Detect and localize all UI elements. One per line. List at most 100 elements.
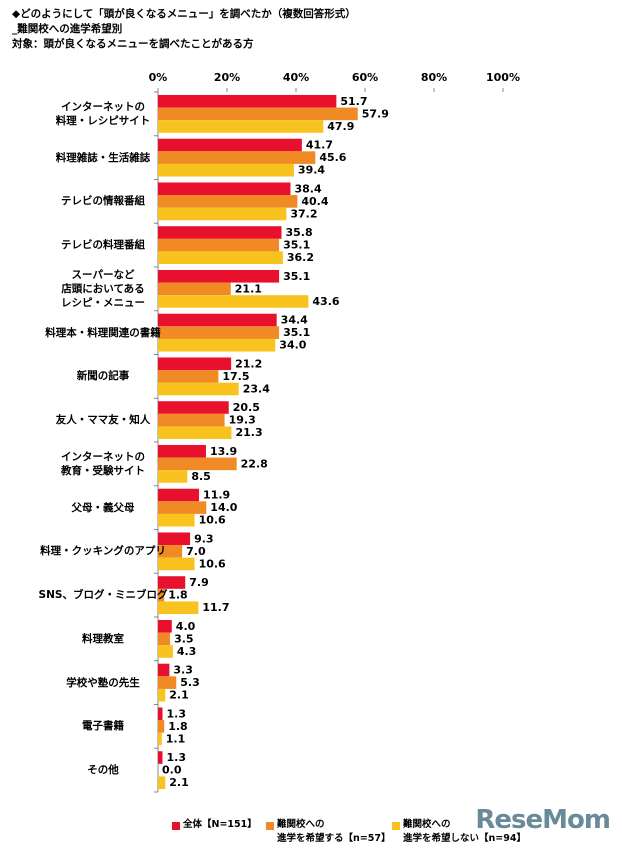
y-tick-label: テレビの料理番組 [61,239,145,252]
bar [158,401,229,414]
bar [158,444,206,458]
value-label: 34.4 [281,314,308,327]
bar [158,688,166,702]
chart-target: 対象：頭が良くなるメニューを調べたことがある方 [12,38,254,50]
bar [158,269,280,283]
bar [158,576,186,589]
value-label: 35.1 [283,270,310,283]
bar [158,326,280,339]
y-tick-label: インターネットの 教育・受験サイト [61,450,145,477]
bar [158,707,163,721]
value-label: 10.6 [199,514,226,527]
chart-subtitle: _難関校への進学希望別 [12,23,123,35]
y-tick-label: テレビの情報番組 [61,195,145,208]
y-tick-label: 電子書籍 [82,720,124,733]
value-label: 47.9 [327,120,354,133]
bar [158,226,282,239]
legend-swatch [172,822,180,830]
value-label: 36.2 [287,251,314,264]
bar [158,645,173,658]
bar [158,619,172,633]
value-label: 1.8 [168,589,188,602]
bar [158,776,166,790]
value-label: 21.3 [235,426,262,439]
bar [158,195,298,208]
y-tick-label: SNS、ブログ・ミニブログ [38,589,168,602]
bar [158,338,276,352]
bar [158,282,231,296]
y-tick-label: 新聞の記事 [76,370,130,383]
bar [158,588,165,602]
y-tick-label: 学校や塾の先生 [66,676,140,689]
value-label: 23.4 [243,382,270,395]
legend-swatch [392,822,400,830]
bar [158,151,316,164]
value-label: 19.3 [229,414,256,427]
value-label: 40.4 [301,195,328,208]
value-label: 11.7 [202,601,229,614]
value-label: 4.0 [176,620,196,633]
value-label: 3.5 [174,632,194,645]
value-label: 51.7 [340,95,367,108]
y-tick-label: 父母・義父母 [71,501,135,514]
bar [158,751,163,764]
value-label: 1.1 [166,732,186,745]
value-label: 35.1 [283,326,310,339]
value-label: 43.6 [312,295,339,308]
value-label: 37.2 [290,207,317,220]
value-label: 8.5 [191,470,211,483]
bar [158,251,283,265]
y-tick-label: その他 [87,764,119,777]
value-label: 2.1 [169,776,189,789]
value-label: 10.6 [199,557,226,570]
value-label: 35.8 [286,226,313,239]
watermark: ReseMom [475,805,611,835]
x-tick-label: 100% [486,71,520,84]
bar [158,313,277,327]
bar [158,120,324,133]
bar [158,382,239,396]
bar [158,107,358,121]
bar [158,163,294,177]
y-tick-label: 料理教室 [82,632,124,645]
value-label: 20.5 [233,401,260,414]
bar [158,94,337,108]
bar [158,426,232,440]
value-label: 13.9 [210,445,237,458]
value-label: 1.3 [166,751,186,764]
bar [158,413,225,427]
value-label: 7.9 [189,576,209,589]
value-label: 21.1 [235,282,262,295]
x-tick-label: 40% [283,71,309,84]
legend-swatch [266,822,274,830]
y-tick-label: 料理本・料理関連の書籍 [45,326,161,339]
value-label: 34.0 [279,339,306,352]
bar [158,545,183,558]
bar [158,238,280,252]
bar [158,357,232,371]
bar [158,532,191,546]
bar [158,138,302,152]
value-label: 4.3 [177,645,197,658]
value-label: 39.4 [298,164,325,177]
value-label: 1.8 [168,720,188,733]
legend-label: 難関校への 進学を希望する【n=57】 [277,819,391,844]
y-tick-label: スーパーなど 店頭においてある レシピ・メニュー [61,268,145,309]
y-tick-label: インターネットの 料理・レシピサイト [55,100,151,127]
bar [158,370,219,383]
legend-label: 難関校への 進学を希望しない【n=94】 [403,819,526,844]
value-label: 14.0 [210,501,237,514]
value-label: 2.1 [169,689,189,702]
bar [158,513,195,527]
bar [158,676,177,689]
bar [158,732,162,746]
bar [158,488,200,502]
value-label: 21.2 [235,357,262,370]
value-label: 57.9 [362,107,389,120]
value-label: 38.4 [294,182,321,195]
bar [158,207,287,221]
value-label: 11.9 [203,489,230,502]
value-label: 9.3 [194,532,214,545]
x-tick-label: 20% [214,71,240,84]
value-label: 0.0 [162,764,182,777]
